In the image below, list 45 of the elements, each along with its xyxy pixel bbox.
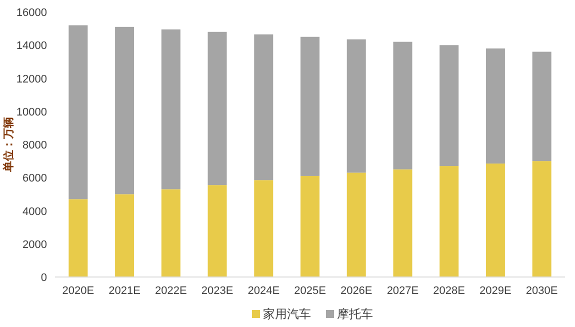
bar bbox=[393, 42, 412, 170]
y-tick-label: 10000 bbox=[16, 106, 47, 118]
bar bbox=[254, 34, 274, 180]
x-tick-label: 2023E bbox=[201, 285, 234, 297]
x-tick-label: 2024E bbox=[248, 285, 280, 297]
legend-label: 家用汽车 bbox=[263, 307, 311, 321]
y-tick-label: 8000 bbox=[22, 140, 47, 152]
bar bbox=[532, 161, 552, 277]
bar bbox=[300, 176, 320, 277]
bar bbox=[300, 36, 320, 176]
legend-label: 摩托车 bbox=[337, 307, 373, 321]
bar bbox=[346, 172, 366, 277]
y-tick-label: 4000 bbox=[22, 206, 47, 218]
bar bbox=[254, 180, 274, 277]
bar bbox=[161, 189, 180, 277]
x-tick-label: 2028E bbox=[433, 285, 465, 297]
bar bbox=[486, 164, 505, 277]
bar bbox=[161, 29, 180, 190]
bar bbox=[115, 194, 134, 277]
bar bbox=[68, 199, 88, 277]
bar bbox=[486, 48, 505, 164]
x-tick-label: 2020E bbox=[62, 285, 94, 297]
y-tick-label: 0 bbox=[40, 272, 47, 284]
y-axis-title: 单位：万辆 bbox=[2, 117, 15, 173]
bar bbox=[440, 166, 459, 277]
bar bbox=[115, 26, 134, 194]
y-tick-label: 12000 bbox=[16, 73, 47, 86]
y-tick-label: 16000 bbox=[16, 7, 47, 19]
x-tick-label: 2027E bbox=[386, 285, 419, 297]
x-tick-label: 2021E bbox=[108, 285, 140, 297]
bar bbox=[346, 39, 366, 173]
bar bbox=[393, 169, 412, 277]
bar bbox=[208, 32, 227, 186]
x-tick-label: 2026E bbox=[340, 285, 372, 297]
bar bbox=[532, 52, 552, 162]
x-tick-label: 2025E bbox=[294, 285, 326, 297]
y-tick-label: 2000 bbox=[22, 238, 47, 251]
bar bbox=[440, 45, 459, 166]
x-tick-label: 2030E bbox=[526, 285, 558, 297]
x-tick-label: 2022E bbox=[155, 285, 187, 297]
bar bbox=[208, 185, 227, 277]
y-tick-label: 6000 bbox=[22, 172, 47, 185]
x-tick-label: 2029E bbox=[480, 285, 512, 297]
y-tick-label: 14000 bbox=[16, 40, 47, 52]
bar bbox=[68, 25, 88, 200]
